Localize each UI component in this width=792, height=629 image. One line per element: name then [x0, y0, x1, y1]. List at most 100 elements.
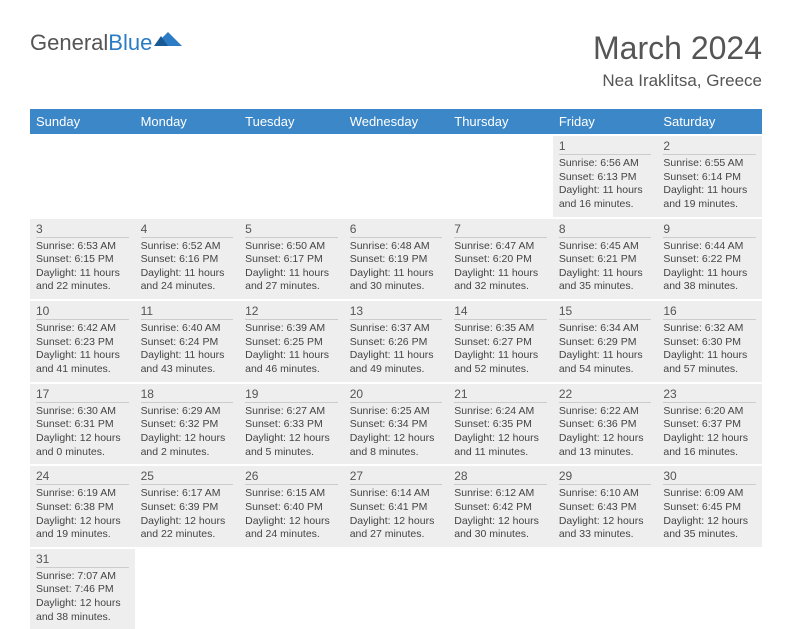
day-info: Sunrise: 6:27 AMSunset: 6:33 PMDaylight:…	[245, 405, 338, 460]
day-cell: 28Sunrise: 6:12 AMSunset: 6:42 PMDayligh…	[448, 466, 553, 547]
day-cell: 31 Sunrise: 7:07 AMSunset: 7:46 PMDayligh…	[30, 549, 135, 629]
day-number: 31	[36, 552, 129, 568]
day-cell: 5 Sunrise: 6:50 AMSunset: 6:17 PMDaylight…	[239, 219, 344, 300]
calendar-cell: 17 Sunrise: 6:30 AMSunset: 6:31 PMDayligh…	[30, 383, 135, 466]
day-info: Sunrise: 6:52 AMSunset: 6:16 PMDaylight:…	[141, 240, 234, 295]
weekday-header: Sunday	[30, 109, 135, 135]
calendar-cell: 2Sunrise: 6:55 AMSunset: 6:14 PMDaylight…	[657, 135, 762, 218]
empty-cell	[239, 549, 344, 621]
empty-cell	[135, 549, 240, 621]
day-number: 4	[141, 222, 234, 238]
day-cell: 3Sunrise: 6:53 AMSunset: 6:15 PMDaylight…	[30, 219, 135, 300]
day-info: Sunrise: 6:20 AMSunset: 6:37 PMDaylight:…	[663, 405, 756, 460]
day-info: Sunrise: 6:10 AMSunset: 6:43 PMDaylight:…	[559, 487, 652, 542]
location-label: Nea Iraklitsa, Greece	[593, 71, 762, 91]
day-number: 16	[663, 304, 756, 320]
empty-cell	[344, 549, 449, 621]
day-number: 22	[559, 387, 652, 403]
day-cell: 9Sunrise: 6:44 AMSunset: 6:22 PMDaylight…	[657, 219, 762, 300]
calendar-cell: 12 Sunrise: 6:39 AMSunset: 6:25 PMDayligh…	[239, 300, 344, 383]
day-number: 3	[36, 222, 129, 238]
month-title: March 2024	[593, 30, 762, 67]
day-info: Sunrise: 6:39 AMSunset: 6:25 PMDaylight:…	[245, 322, 338, 377]
day-info: Sunrise: 6:42 AMSunset: 6:23 PMDaylight:…	[36, 322, 129, 377]
day-cell: 29 Sunrise: 6:10 AMSunset: 6:43 PMDayligh…	[553, 466, 658, 547]
day-info: Sunrise: 6:14 AMSunset: 6:41 PMDaylight:…	[350, 487, 443, 542]
day-number: 21	[454, 387, 547, 403]
calendar-cell: 1Sunrise: 6:56 AMSunset: 6:13 PMDaylight…	[553, 135, 658, 218]
day-info: Sunrise: 6:15 AMSunset: 6:40 PMDaylight:…	[245, 487, 338, 542]
weekday-header: Wednesday	[344, 109, 449, 135]
calendar-cell: 14Sunrise: 6:35 AMSunset: 6:27 PMDayligh…	[448, 300, 553, 383]
empty-cell	[448, 549, 553, 621]
weekday-header: Monday	[135, 109, 240, 135]
day-number: 10	[36, 304, 129, 320]
calendar-cell: 19Sunrise: 6:27 AMSunset: 6:33 PMDayligh…	[239, 383, 344, 466]
empty-cell	[344, 136, 449, 208]
day-number: 8	[559, 222, 652, 238]
day-number: 15	[559, 304, 652, 320]
day-info: Sunrise: 6:50 AMSunset: 6:17 PMDaylight:…	[245, 240, 338, 295]
day-info: Sunrise: 6:12 AMSunset: 6:42 PMDaylight:…	[454, 487, 547, 542]
calendar-cell	[239, 135, 344, 218]
calendar-cell: 30Sunrise: 6:09 AMSunset: 6:45 PMDayligh…	[657, 465, 762, 548]
calendar-cell: 23 Sunrise: 6:20 AMSunset: 6:37 PMDayligh…	[657, 383, 762, 466]
day-info: Sunrise: 7:07 AMSunset: 7:46 PMDaylight:…	[36, 570, 129, 625]
weekday-header: Saturday	[657, 109, 762, 135]
day-number: 11	[141, 304, 234, 320]
day-number: 29	[559, 469, 652, 485]
day-info: Sunrise: 6:17 AMSunset: 6:39 PMDaylight:…	[141, 487, 234, 542]
calendar-cell: 25Sunrise: 6:17 AMSunset: 6:39 PMDayligh…	[135, 465, 240, 548]
calendar-cell	[239, 548, 344, 629]
calendar-cell: 22Sunrise: 6:22 AMSunset: 6:36 PMDayligh…	[553, 383, 658, 466]
calendar-cell: 15Sunrise: 6:34 AMSunset: 6:29 PMDayligh…	[553, 300, 658, 383]
day-info: Sunrise: 6:40 AMSunset: 6:24 PMDaylight:…	[141, 322, 234, 377]
empty-cell	[657, 549, 762, 621]
day-number: 5	[245, 222, 338, 238]
day-info: Sunrise: 6:25 AMSunset: 6:34 PMDaylight:…	[350, 405, 443, 460]
day-info: Sunrise: 6:47 AMSunset: 6:20 PMDaylight:…	[454, 240, 547, 295]
day-info: Sunrise: 6:45 AMSunset: 6:21 PMDaylight:…	[559, 240, 652, 295]
calendar-cell	[657, 548, 762, 629]
day-number: 27	[350, 469, 443, 485]
calendar-table: SundayMondayTuesdayWednesdayThursdayFrid…	[30, 109, 762, 629]
calendar-cell: 24Sunrise: 6:19 AMSunset: 6:38 PMDayligh…	[30, 465, 135, 548]
calendar-cell: 20Sunrise: 6:25 AMSunset: 6:34 PMDayligh…	[344, 383, 449, 466]
day-number: 26	[245, 469, 338, 485]
day-info: Sunrise: 6:55 AMSunset: 6:14 PMDaylight:…	[663, 157, 756, 212]
calendar-cell: 10 Sunrise: 6:42 AMSunset: 6:23 PMDayligh…	[30, 300, 135, 383]
calendar-cell: 5 Sunrise: 6:50 AMSunset: 6:17 PMDaylight…	[239, 218, 344, 301]
calendar-cell	[553, 548, 658, 629]
day-number: 14	[454, 304, 547, 320]
day-cell: 11 Sunrise: 6:40 AMSunset: 6:24 PMDayligh…	[135, 301, 240, 382]
empty-cell	[448, 136, 553, 208]
day-cell: 24Sunrise: 6:19 AMSunset: 6:38 PMDayligh…	[30, 466, 135, 547]
day-info: Sunrise: 6:30 AMSunset: 6:31 PMDaylight:…	[36, 405, 129, 460]
calendar-cell: 13Sunrise: 6:37 AMSunset: 6:26 PMDayligh…	[344, 300, 449, 383]
weekday-header: Friday	[553, 109, 658, 135]
calendar-cell	[135, 135, 240, 218]
calendar-row: 24Sunrise: 6:19 AMSunset: 6:38 PMDayligh…	[30, 465, 762, 548]
day-cell: 12 Sunrise: 6:39 AMSunset: 6:25 PMDayligh…	[239, 301, 344, 382]
calendar-cell: 28Sunrise: 6:12 AMSunset: 6:42 PMDayligh…	[448, 465, 553, 548]
day-info: Sunrise: 6:44 AMSunset: 6:22 PMDaylight:…	[663, 240, 756, 295]
day-cell: 18Sunrise: 6:29 AMSunset: 6:32 PMDayligh…	[135, 384, 240, 465]
day-number: 17	[36, 387, 129, 403]
day-cell: 8 Sunrise: 6:45 AMSunset: 6:21 PMDaylight…	[553, 219, 658, 300]
calendar-cell	[30, 135, 135, 218]
day-number: 7	[454, 222, 547, 238]
brand-word2: Blue	[108, 30, 152, 56]
day-number: 23	[663, 387, 756, 403]
day-info: Sunrise: 6:48 AMSunset: 6:19 PMDaylight:…	[350, 240, 443, 295]
day-cell: 14Sunrise: 6:35 AMSunset: 6:27 PMDayligh…	[448, 301, 553, 382]
day-number: 12	[245, 304, 338, 320]
day-cell: 13Sunrise: 6:37 AMSunset: 6:26 PMDayligh…	[344, 301, 449, 382]
day-cell: 17 Sunrise: 6:30 AMSunset: 6:31 PMDayligh…	[30, 384, 135, 465]
empty-cell	[553, 549, 658, 621]
day-cell: 1Sunrise: 6:56 AMSunset: 6:13 PMDaylight…	[553, 136, 658, 217]
day-number: 1	[559, 139, 652, 155]
day-cell: 15Sunrise: 6:34 AMSunset: 6:29 PMDayligh…	[553, 301, 658, 382]
empty-cell	[30, 136, 135, 208]
day-cell: 4 Sunrise: 6:52 AMSunset: 6:16 PMDaylight…	[135, 219, 240, 300]
calendar-cell: 6Sunrise: 6:48 AMSunset: 6:19 PMDaylight…	[344, 218, 449, 301]
